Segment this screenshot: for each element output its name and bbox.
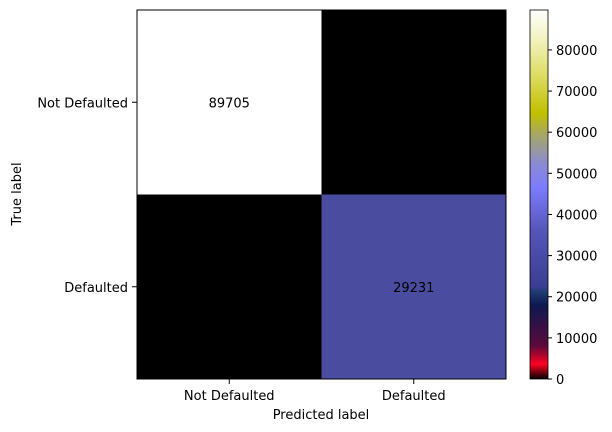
matrix-cell-1-0 bbox=[137, 194, 322, 379]
colorbar bbox=[530, 10, 548, 379]
cell-value-1-1: 29231 bbox=[393, 281, 434, 296]
colorbar-tick-label: 10000 bbox=[556, 332, 597, 347]
colorbar-tick-label: 80000 bbox=[556, 44, 597, 59]
colorbar-tick-label: 40000 bbox=[556, 208, 597, 223]
colorbar-tick-label: 20000 bbox=[556, 291, 597, 306]
matrix-cell-1-1 bbox=[321, 194, 506, 379]
cell-value-0-1: 0 bbox=[410, 96, 418, 111]
x-tick-label: Not Defaulted bbox=[184, 389, 275, 404]
matrix-cell-0-1 bbox=[321, 10, 506, 195]
cell-value-1-0: 0 bbox=[225, 281, 233, 296]
colorbar-tick-label: 30000 bbox=[556, 250, 597, 265]
colorbar-tick-label: 0 bbox=[556, 373, 564, 388]
colorbar-tick-label: 60000 bbox=[556, 126, 597, 141]
colorbar-frame bbox=[529, 9, 549, 380]
y-tick-label: Defaulted bbox=[64, 281, 128, 296]
x-axis-label: Predicted label bbox=[273, 408, 370, 423]
cell-value-0-0: 89705 bbox=[209, 96, 250, 111]
matrix-cell-0-0 bbox=[137, 10, 322, 195]
colorbar-tick-label: 50000 bbox=[556, 167, 597, 182]
y-tick-label: Not Defaulted bbox=[37, 96, 128, 111]
x-tick-label: Defaulted bbox=[382, 389, 446, 404]
matrix-frame bbox=[136, 9, 507, 380]
y-axis-label: True label bbox=[10, 162, 25, 226]
colorbar-tick-label: 70000 bbox=[556, 85, 597, 100]
